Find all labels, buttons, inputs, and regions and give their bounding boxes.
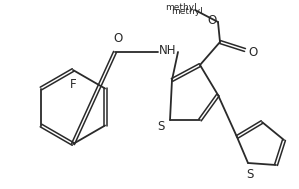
Text: S: S <box>157 119 165 132</box>
Text: S: S <box>246 169 254 181</box>
Text: O: O <box>208 13 216 26</box>
Text: O: O <box>113 33 123 46</box>
Text: NH: NH <box>159 43 177 57</box>
Text: F: F <box>70 77 76 91</box>
Text: O: O <box>248 46 258 59</box>
Text: methyl: methyl <box>171 8 203 16</box>
Text: methyl: methyl <box>165 4 197 12</box>
